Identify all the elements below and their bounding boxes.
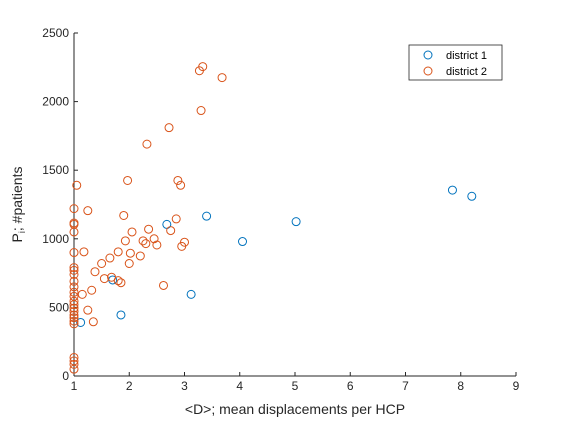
- data-point-district-2: [69, 276, 79, 286]
- y-tick-label: 2500: [42, 26, 69, 40]
- data-point-district-2: [83, 305, 93, 315]
- data-point-district-2: [123, 175, 133, 185]
- data-point-district-1: [116, 310, 126, 320]
- data-point-district-2: [69, 248, 79, 258]
- y-tick-label: 0: [62, 369, 69, 383]
- data-point-district-2: [97, 259, 107, 268]
- data-point-district-2: [125, 248, 135, 258]
- data-point-district-2: [124, 259, 134, 268]
- data-point-district-2: [144, 224, 154, 234]
- data-point-district-2: [87, 285, 97, 295]
- x-axis-label: <D>; mean displacements per HCP: [185, 401, 405, 417]
- data-point-district-2: [69, 269, 79, 279]
- data-point-district-2: [83, 206, 93, 216]
- data-point-district-1: [202, 211, 212, 221]
- data-point-district-2: [72, 180, 82, 190]
- y-tick-label: 1500: [42, 163, 69, 177]
- data-point-district-2: [135, 251, 145, 261]
- data-point-district-2: [99, 274, 109, 284]
- data-point-district-1: [291, 217, 301, 227]
- data-point-district-2: [159, 280, 168, 290]
- data-point-district-2: [164, 123, 174, 133]
- y-axis-label-subscript: i: [17, 231, 27, 233]
- x-tick-label: 7: [402, 379, 409, 393]
- data-point-district-2: [69, 291, 79, 301]
- data-point-district-2: [113, 276, 123, 286]
- x-ticks: 1 2 3 4 5 6 7 8 9: [71, 372, 520, 393]
- x-tick-label: 2: [126, 379, 133, 393]
- x-tick-label: 5: [292, 379, 299, 393]
- data-point-district-2: [171, 214, 181, 224]
- data-point-district-2: [105, 253, 115, 263]
- data-point-district-2: [69, 310, 79, 320]
- data-point-district-2: [69, 307, 79, 317]
- data-points: [69, 62, 477, 374]
- data-point-district-2: [69, 303, 79, 313]
- data-point-district-2: [69, 356, 79, 366]
- x-tick-label: 6: [347, 379, 354, 393]
- data-point-district-2: [69, 204, 79, 214]
- legend-marker-district-2: [423, 66, 433, 76]
- y-axis-label-main: P: [9, 233, 25, 242]
- y-axis-label-rest: ; #patients: [9, 167, 25, 232]
- data-point-district-2: [152, 240, 162, 250]
- legend-box: [408, 44, 503, 81]
- x-tick-label: 8: [457, 379, 464, 393]
- data-point-district-2: [69, 313, 79, 323]
- data-point-district-2: [69, 218, 79, 228]
- data-point-district-2: [90, 267, 100, 277]
- data-point-district-2: [69, 359, 79, 369]
- y-tick-label: 2000: [42, 95, 69, 109]
- data-point-district-2: [198, 62, 208, 72]
- data-point-district-2: [138, 236, 148, 246]
- legend-label-district-2: district 2: [446, 66, 487, 78]
- data-point-district-2: [142, 139, 152, 149]
- legend-label-district-1: district 1: [446, 50, 487, 62]
- data-point-district-2: [69, 263, 79, 273]
- data-point-district-2: [180, 237, 189, 247]
- data-point-district-2: [79, 247, 89, 257]
- data-point-district-2: [69, 282, 79, 292]
- data-point-district-2: [120, 236, 130, 246]
- data-point-district-2: [116, 278, 126, 288]
- data-point-district-1: [186, 289, 196, 299]
- x-tick-label: 9: [513, 379, 520, 393]
- data-point-district-2: [69, 265, 79, 275]
- y-tick-label: 500: [49, 300, 69, 314]
- data-point-district-2: [88, 317, 98, 327]
- data-point-district-2: [217, 73, 227, 83]
- x-tick-label: 3: [181, 379, 188, 393]
- data-point-district-2: [69, 316, 79, 326]
- data-point-district-2: [173, 175, 183, 185]
- y-axis-label: Pi; #patients: [9, 167, 27, 243]
- data-point-district-2: [166, 226, 176, 236]
- data-point-district-2: [149, 234, 159, 244]
- data-point-district-2: [176, 180, 186, 190]
- data-point-district-2: [127, 227, 137, 237]
- data-point-district-2: [196, 106, 206, 116]
- data-point-district-2: [69, 352, 79, 362]
- data-point-district-2: [69, 296, 79, 306]
- data-point-district-1: [447, 185, 457, 195]
- data-point-district-1: [467, 191, 477, 201]
- y-tick-label: 1000: [42, 232, 69, 246]
- data-point-district-2: [77, 289, 87, 299]
- legend: district 1 district 2: [408, 44, 503, 81]
- data-point-district-2: [69, 319, 79, 329]
- data-point-district-2: [119, 210, 129, 220]
- x-tick-label: 1: [71, 379, 78, 393]
- y-ticks: 0 500 1000 1500 2000 2500: [42, 26, 78, 383]
- legend-marker-district-1: [423, 50, 433, 60]
- data-point-district-2: [69, 287, 79, 297]
- data-point-district-2: [113, 247, 123, 257]
- x-tick-label: 4: [236, 379, 243, 393]
- data-point-district-2: [141, 239, 151, 249]
- data-point-district-1: [238, 237, 248, 247]
- data-point-district-1: [76, 317, 86, 327]
